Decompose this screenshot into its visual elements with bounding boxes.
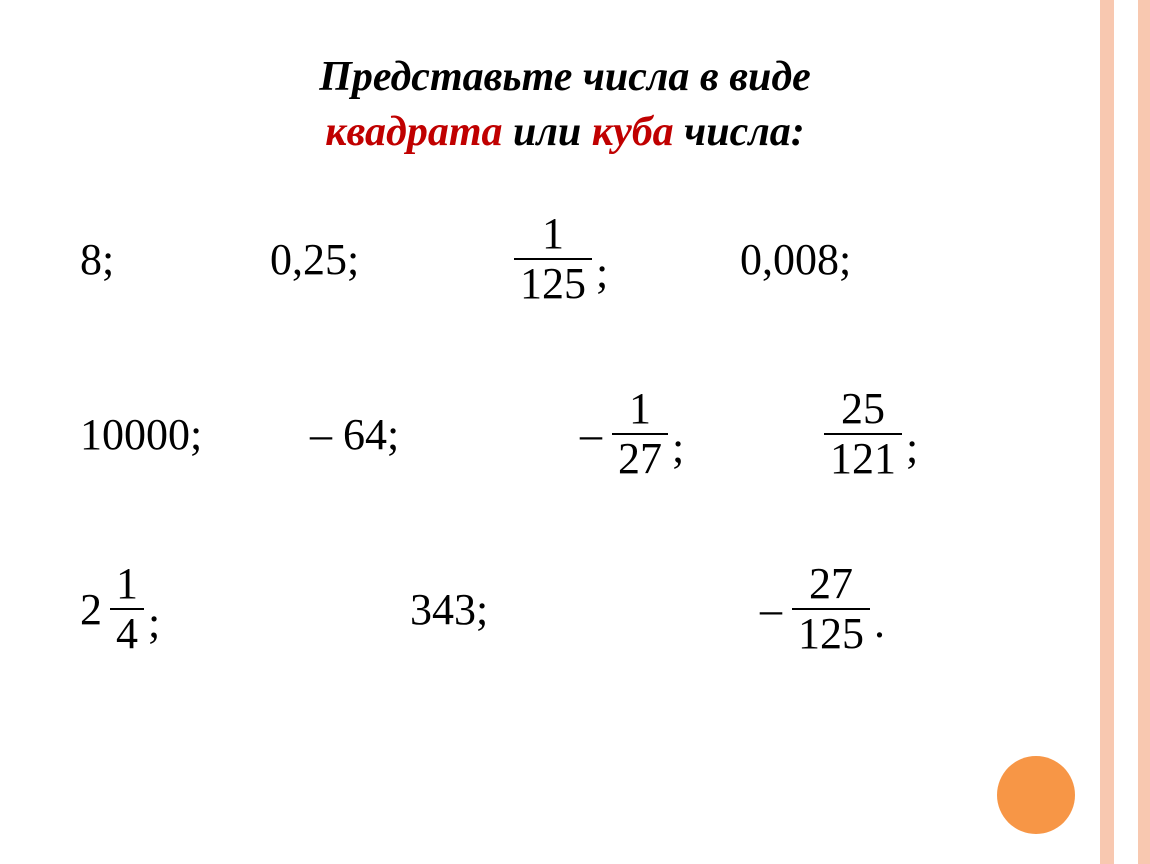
- value: 0,25;: [270, 234, 359, 285]
- value: 10000;: [80, 409, 202, 460]
- expr-neg-27-125: – 27 125 .: [760, 562, 885, 656]
- separator: .: [874, 597, 885, 648]
- slide-title: Представьте числа в виде квадрата или ку…: [80, 50, 1050, 159]
- expr-10000: 10000;: [80, 409, 310, 460]
- separator: ;: [906, 422, 918, 473]
- numerator: 27: [803, 562, 859, 608]
- row-3: 2 1 4 ; 343; – 27 125 .: [80, 549, 1050, 669]
- expr-8: 8;: [80, 234, 270, 285]
- numerator: 25: [835, 387, 891, 433]
- title-line1: Представьте числа в виде: [319, 54, 811, 100]
- numerator: 1: [623, 387, 657, 433]
- denominator: 27: [612, 433, 668, 481]
- expr-343: 343;: [410, 584, 760, 635]
- row-1: 8; 0,25; 1 125 ; 0,008;: [80, 199, 1050, 319]
- separator: ;: [596, 247, 608, 298]
- value: – 64;: [310, 409, 399, 460]
- expr-neg-1-27: – 1 27 ;: [580, 387, 820, 481]
- slide-content: Представьте числа в виде квадрата или ку…: [0, 0, 1150, 669]
- title-red2: куба: [592, 109, 674, 155]
- denominator: 125: [514, 258, 592, 306]
- fraction: 1 125: [514, 212, 592, 306]
- expr-25-121: 25 121 ;: [820, 387, 918, 481]
- numerator: 1: [110, 562, 144, 608]
- fraction: 1 27: [612, 387, 668, 481]
- numerator: 1: [536, 212, 570, 258]
- denominator: 4: [110, 608, 144, 656]
- value: 0,008;: [740, 234, 851, 285]
- fraction: 25 121: [824, 387, 902, 481]
- decorative-circle: [997, 756, 1075, 834]
- whole-part: 2: [80, 584, 102, 635]
- minus-sign: –: [580, 409, 602, 460]
- denominator: 121: [824, 433, 902, 481]
- expr-1-125: 1 125 ;: [510, 212, 740, 306]
- row-2: 10000; – 64; – 1 27 ; 25 121 ;: [80, 374, 1050, 494]
- separator: ;: [148, 597, 160, 648]
- expr-0-008: 0,008;: [740, 234, 851, 285]
- denominator: 125: [792, 608, 870, 656]
- title-black1: или: [503, 109, 592, 155]
- fraction: 27 125: [792, 562, 870, 656]
- value: 8;: [80, 234, 114, 285]
- expr-2-1-4: 2 1 4 ;: [80, 562, 410, 656]
- math-expressions: 8; 0,25; 1 125 ; 0,008; 10000; – 64;: [80, 199, 1050, 669]
- title-red1: квадрата: [325, 109, 502, 155]
- expr-0-25: 0,25;: [270, 234, 510, 285]
- fraction: 1 4: [110, 562, 144, 656]
- separator: ;: [672, 422, 684, 473]
- decorative-stripe-inner: [1114, 0, 1138, 864]
- title-black2: числа:: [674, 109, 805, 155]
- expr-neg64: – 64;: [310, 409, 580, 460]
- value: 343;: [410, 584, 488, 635]
- minus-sign: –: [760, 584, 782, 635]
